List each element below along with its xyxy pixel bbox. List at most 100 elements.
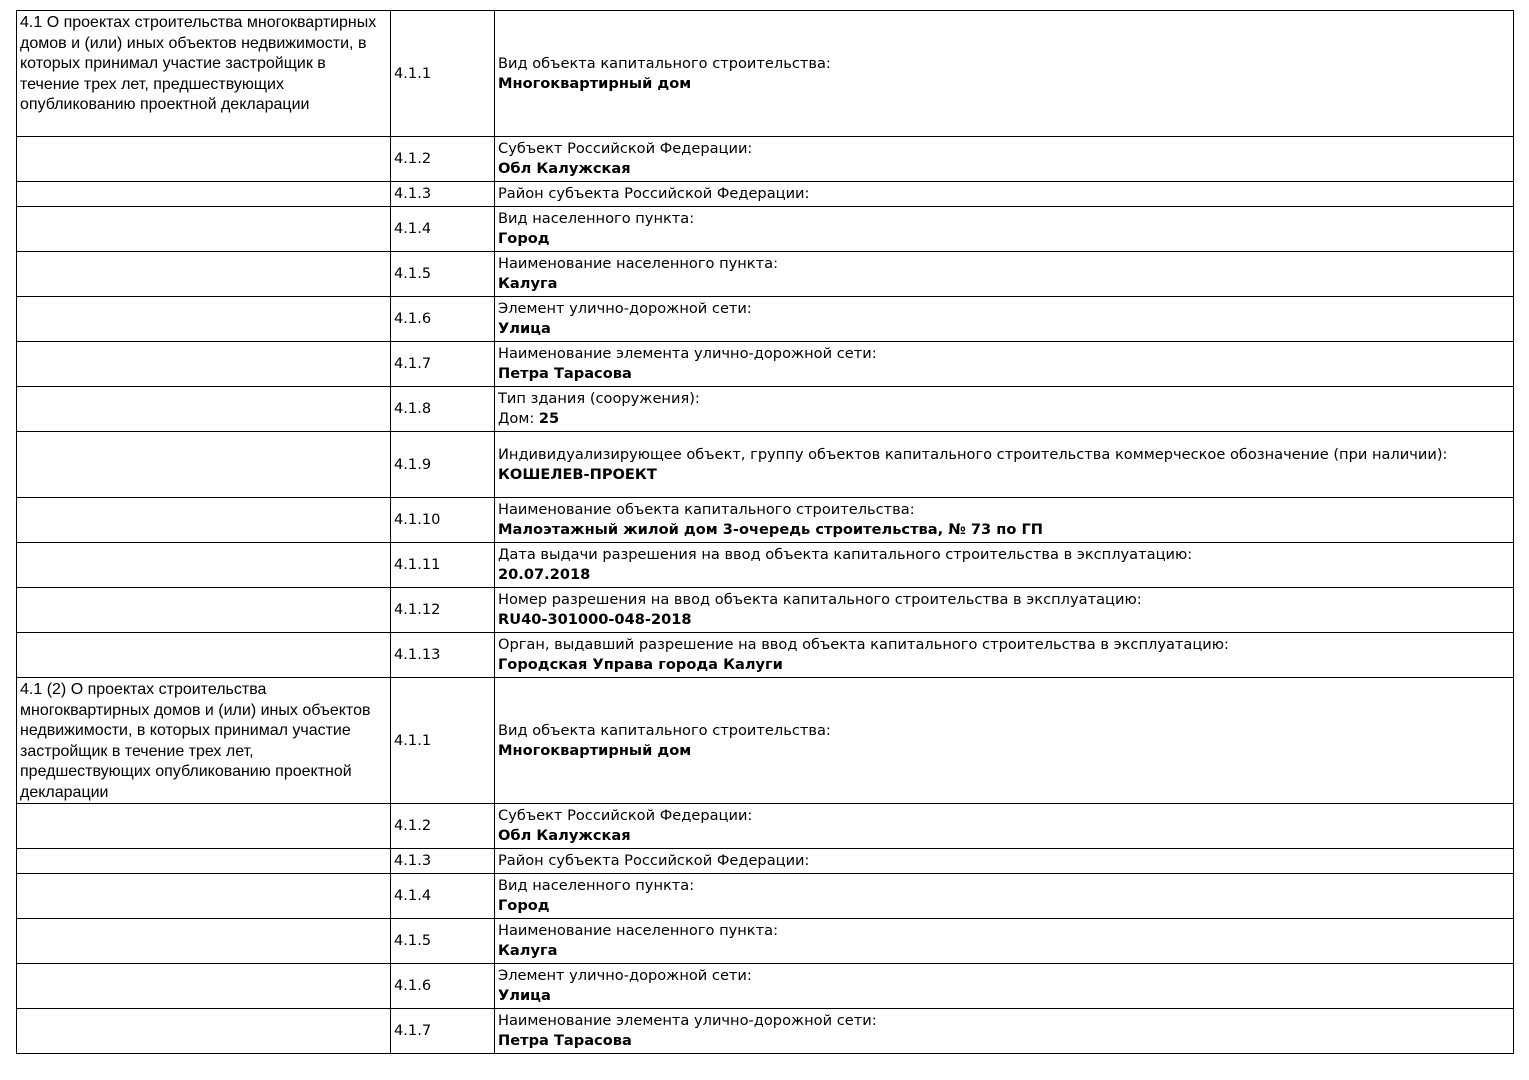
item-value-line: Обл Калужская bbox=[498, 159, 1510, 179]
item-content: Индивидуализирующее объект, группу объек… bbox=[494, 431, 1514, 498]
section-cell bbox=[16, 251, 391, 297]
table-row: 4.1.2 Субъект Российской Федерации: Обл Ка… bbox=[16, 136, 1514, 182]
item-number: 4.1.6 bbox=[390, 296, 495, 342]
item-content: Наименование элемента улично-дорожной се… bbox=[494, 1008, 1514, 1054]
item-value: Улица bbox=[498, 987, 551, 1004]
item-value: Многоквартирный дом bbox=[498, 741, 692, 759]
item-label: Вид объекта капитального строительства: bbox=[498, 54, 831, 72]
item-value: Петра Тарасова bbox=[498, 365, 632, 382]
item-value-line: КОШЕЛЕВ-ПРОЕКТ bbox=[498, 465, 1510, 485]
item-label: Вид объекта капитального строительства: bbox=[498, 721, 831, 739]
table-row: 4.1 (2) О проектах строительства многокв… bbox=[16, 677, 1514, 804]
item-number: 4.1.11 bbox=[390, 542, 495, 588]
section-cell bbox=[16, 431, 391, 498]
item-content: Район субъекта Российской Федерации: bbox=[494, 848, 1514, 874]
item-label: Наименование объекта капитального строит… bbox=[498, 501, 915, 518]
item-content: Район субъекта Российской Федерации: bbox=[494, 181, 1514, 207]
item-number: 4.1.6 bbox=[390, 963, 495, 1009]
item-value-line: RU40-301000-048-2018 bbox=[498, 610, 1510, 630]
item-label: Наименование элемента улично-дорожной се… bbox=[498, 1012, 877, 1029]
item-value-line: Обл Калужская bbox=[498, 826, 1510, 846]
table-row: 4.1.6 Элемент улично-дорожной сети: Улица bbox=[16, 963, 1514, 1009]
item-content: Орган, выдавший разрешение на ввод объек… bbox=[494, 632, 1514, 678]
item-number: 4.1.2 bbox=[390, 136, 495, 182]
section-cell bbox=[16, 632, 391, 678]
item-label: Район субъекта Российской Федерации: bbox=[498, 185, 810, 202]
section-cell bbox=[16, 803, 391, 849]
item-content: Субъект Российской Федерации: Обл Калужск… bbox=[494, 803, 1514, 849]
item-number: 4.1.2 bbox=[390, 803, 495, 849]
item-number: 4.1.1 bbox=[390, 10, 495, 137]
table-row: 4.1.3 Район субъекта Российской Федерации… bbox=[16, 848, 1514, 874]
section-cell bbox=[16, 341, 391, 387]
section-cell bbox=[16, 136, 391, 182]
item-content: Наименование населенного пункта: Калуга bbox=[494, 251, 1514, 297]
table-row: 4.1.9 Индивидуализирующее объект, группу … bbox=[16, 431, 1514, 498]
item-number: 4.1.8 bbox=[390, 386, 495, 432]
item-content: Вид объекта капитального строительства: М… bbox=[494, 677, 1514, 804]
item-number: 4.1.1 bbox=[390, 677, 495, 804]
item-number: 4.1.3 bbox=[390, 181, 495, 207]
item-value-line: Городская Управа города Калуги bbox=[498, 655, 1510, 675]
item-content: Наименование элемента улично-дорожной се… bbox=[494, 341, 1514, 387]
section-title-cell: 4.1 (2) О проектах строительства многокв… bbox=[16, 677, 391, 804]
table-row: 4.1.13 Орган, выдавший разрешение на ввод… bbox=[16, 632, 1514, 678]
table-row: 4.1.6 Элемент улично-дорожной сети: Улица bbox=[16, 296, 1514, 342]
item-label: Элемент улично-дорожной сети: bbox=[498, 967, 752, 984]
item-value-line: Петра Тарасова bbox=[498, 1031, 1510, 1051]
item-value: КОШЕЛЕВ-ПРОЕКТ bbox=[498, 465, 657, 483]
item-value: 25 bbox=[538, 410, 560, 427]
table-row: 4.1.5 Наименование населенного пункта: Кал… bbox=[16, 918, 1514, 964]
item-content: Дата выдачи разрешения на ввод объекта к… bbox=[494, 542, 1514, 588]
item-value-line: Малоэтажный жилой дом 3-очередь строител… bbox=[498, 520, 1510, 540]
table-row: 4.1.11 Дата выдачи разрешения на ввод объ… bbox=[16, 542, 1514, 588]
section-title-cell: 4.1 О проектах строительства многокварти… bbox=[16, 10, 391, 137]
item-label: Индивидуализирующее объект, группу объек… bbox=[498, 445, 1448, 463]
item-value: Городская Управа города Калуги bbox=[498, 656, 783, 673]
item-value-line: Петра Тарасова bbox=[498, 364, 1510, 384]
item-label: Элемент улично-дорожной сети: bbox=[498, 300, 752, 317]
item-number: 4.1.5 bbox=[390, 251, 495, 297]
table-row: 4.1.7 Наименование элемента улично-дорожн… bbox=[16, 1008, 1514, 1054]
section-cell bbox=[16, 848, 391, 874]
item-value-line: Город bbox=[498, 896, 1510, 916]
section-cell bbox=[16, 1008, 391, 1054]
item-value: Петра Тарасова bbox=[498, 1032, 632, 1049]
section-cell bbox=[16, 386, 391, 432]
section-cell bbox=[16, 296, 391, 342]
table-row: 4.1.8 Тип здания (сооружения): Дом: 25 bbox=[16, 386, 1514, 432]
item-content: Номер разрешения на ввод объекта капитал… bbox=[494, 587, 1514, 633]
item-number: 4.1.4 bbox=[390, 206, 495, 252]
item-label: Район субъекта Российской Федерации: bbox=[498, 852, 810, 869]
item-label: Субъект Российской Федерации: bbox=[498, 807, 753, 824]
section-cell bbox=[16, 206, 391, 252]
item-content: Тип здания (сооружения): Дом: 25 bbox=[494, 386, 1514, 432]
item-value-line: Дом: 25 bbox=[498, 409, 1510, 429]
item-value: Обл Калужская bbox=[498, 827, 631, 844]
item-number: 4.1.9 bbox=[390, 431, 495, 498]
item-label: Вид населенного пункта: bbox=[498, 877, 695, 894]
section-cell bbox=[16, 542, 391, 588]
item-content: Элемент улично-дорожной сети: Улица bbox=[494, 963, 1514, 1009]
item-value: Калуга bbox=[498, 275, 558, 292]
item-number: 4.1.7 bbox=[390, 1008, 495, 1054]
item-value-line: Город bbox=[498, 229, 1510, 249]
section-cell bbox=[16, 918, 391, 964]
table-row: 4.1.7 Наименование элемента улично-дорожн… bbox=[16, 341, 1514, 387]
item-content: Наименование объекта капитального строит… bbox=[494, 497, 1514, 543]
table-row: 4.1.12 Номер разрешения на ввод объекта к… bbox=[16, 587, 1514, 633]
item-value-prefix: Дом: bbox=[498, 410, 539, 427]
item-value-line: Многоквартирный дом bbox=[498, 741, 1510, 761]
section-cell bbox=[16, 181, 391, 207]
item-value-line: Многоквартирный дом bbox=[498, 74, 1510, 94]
item-label: Дата выдачи разрешения на ввод объекта к… bbox=[498, 546, 1193, 563]
table-row: 4.1.3 Район субъекта Российской Федерации… bbox=[16, 181, 1514, 207]
table-row: 4.1.4 Вид населенного пункта: Город bbox=[16, 206, 1514, 252]
item-number: 4.1.4 bbox=[390, 873, 495, 919]
section-cell bbox=[16, 587, 391, 633]
item-value: Город bbox=[498, 230, 550, 247]
item-value-line: 20.07.2018 bbox=[498, 565, 1510, 585]
item-label: Вид населенного пункта: bbox=[498, 210, 695, 227]
item-value-line: Улица bbox=[498, 319, 1510, 339]
item-number: 4.1.10 bbox=[390, 497, 495, 543]
